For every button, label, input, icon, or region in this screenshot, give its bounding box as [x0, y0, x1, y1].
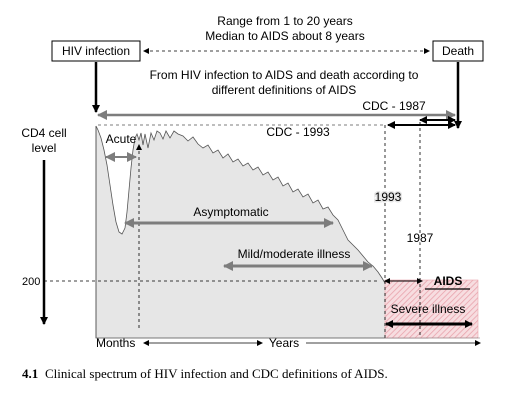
year-1987-label: 1987	[407, 231, 434, 245]
cd4-curve-area	[95, 125, 429, 339]
cdc-1993-label: CDC - 1993	[266, 125, 330, 139]
acute-label: Acute	[106, 132, 137, 146]
definitions-note-line2: different definitions of AIDS	[212, 83, 357, 97]
death-label: Death	[442, 44, 474, 58]
cd4-label-line2: level	[32, 141, 57, 155]
definitions-note-line1: From HIV infection to AIDS and death acc…	[150, 68, 419, 82]
threshold-200-label: 200	[22, 276, 40, 288]
caption-text: Clinical spectrum of HIV infection and C…	[45, 366, 388, 381]
caption-number: 4.1	[22, 366, 38, 381]
range-note: Range from 1 to 20 years	[217, 14, 352, 28]
hiv-infection-box: HIV infection	[51, 40, 141, 62]
months-label: Months	[96, 336, 135, 350]
cd4-label-line1: CD4 cell	[21, 126, 66, 140]
median-note: Median to AIDS about 8 years	[205, 29, 364, 43]
asymptomatic-label: Asymptomatic	[193, 205, 268, 219]
aids-hatched-region	[384, 279, 479, 339]
mild-moderate-label: Mild/moderate illness	[238, 247, 351, 261]
severe-illness-label: Severe illness	[391, 302, 466, 316]
death-box: Death	[432, 40, 484, 62]
hiv-infection-label: HIV infection	[62, 44, 130, 58]
cdc-1987-label: CDC - 1987	[362, 99, 426, 113]
aids-label: AIDS	[434, 274, 463, 288]
years-label: Years	[269, 336, 299, 350]
year-1993-label: 1993	[375, 190, 402, 204]
